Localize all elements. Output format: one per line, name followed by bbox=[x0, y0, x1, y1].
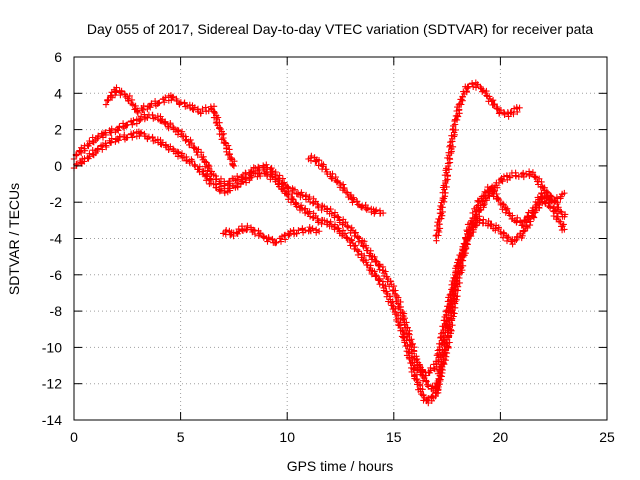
y-tick-label: -4 bbox=[50, 231, 63, 247]
y-tick-label: 4 bbox=[54, 85, 62, 101]
plot-border bbox=[73, 56, 608, 421]
series-track-a bbox=[70, 111, 569, 396]
data-point-markers bbox=[70, 128, 568, 407]
series-track-c bbox=[102, 84, 238, 170]
data-point-markers bbox=[305, 152, 387, 217]
y-tick-label: -12 bbox=[42, 376, 62, 392]
y-axis-label: SDTVAR / TECUs bbox=[6, 183, 22, 295]
y-tick-label: 6 bbox=[54, 49, 62, 65]
x-tick-label: 20 bbox=[493, 429, 509, 445]
y-tick-label: -6 bbox=[50, 267, 63, 283]
x-tick-label: 25 bbox=[599, 429, 615, 445]
x-axis-label: GPS time / hours bbox=[287, 458, 394, 474]
series-track-f bbox=[411, 168, 568, 379]
x-tick-label: 5 bbox=[177, 429, 185, 445]
x-tick-label: 10 bbox=[279, 429, 295, 445]
series-track-e bbox=[432, 79, 523, 244]
data-point-markers bbox=[102, 84, 238, 170]
chart-title: Day 055 of 2017, Sidereal Day-to-day VTE… bbox=[87, 21, 594, 37]
y-tick-label: 0 bbox=[54, 158, 62, 174]
data-points-layer bbox=[70, 79, 569, 407]
y-tick-label: 2 bbox=[54, 122, 62, 138]
x-tick-label: 15 bbox=[386, 429, 402, 445]
series-track-b bbox=[70, 128, 568, 407]
x-tick-labels: 0 5 10 15 20 25 bbox=[70, 429, 615, 445]
series-track-d bbox=[220, 222, 323, 247]
y-tick-label: -10 bbox=[42, 339, 62, 355]
data-point-markers bbox=[411, 168, 568, 379]
data-point-markers bbox=[432, 79, 523, 244]
axis-ticks bbox=[73, 56, 608, 421]
series-track-g bbox=[305, 152, 387, 217]
grid-lines bbox=[74, 57, 607, 420]
y-tick-label: -2 bbox=[50, 194, 63, 210]
data-point-markers bbox=[70, 111, 569, 396]
y-tick-label: -14 bbox=[42, 412, 62, 428]
y-tick-label: -8 bbox=[50, 303, 63, 319]
x-tick-label: 0 bbox=[70, 429, 78, 445]
data-point-markers bbox=[220, 222, 323, 247]
y-tick-labels: -14 -12 -10 -8 -6 -4 -2 0 2 4 6 bbox=[42, 49, 62, 428]
